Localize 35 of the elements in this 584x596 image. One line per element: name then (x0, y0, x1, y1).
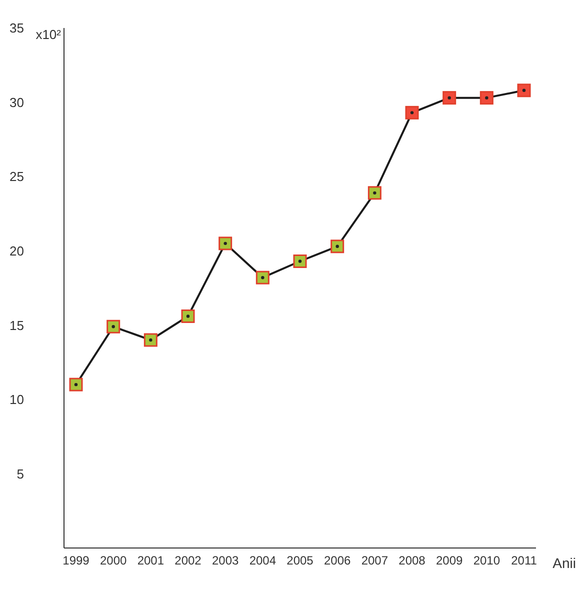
point (517, 84, 531, 98)
point (480, 91, 494, 105)
x-tick-label: 2000 (100, 554, 128, 568)
x-tick-label: 2010 (473, 554, 500, 568)
point (442, 91, 456, 105)
x-tick-label: 2005 (286, 554, 314, 568)
point (181, 309, 195, 323)
point (368, 186, 382, 200)
x-tick-label: 2004 (249, 554, 276, 568)
point (293, 254, 307, 268)
point (330, 240, 344, 254)
y-tick-label: 30 (10, 94, 24, 110)
point (106, 320, 120, 334)
point (405, 106, 419, 120)
y-tick-label: 25 (10, 169, 24, 184)
x-tick-label: 2002 (174, 554, 202, 568)
x-tick-label: 2011 (511, 554, 538, 568)
x-axis-title: Anii (552, 555, 576, 571)
x-tick-label: 2008 (398, 554, 426, 568)
y-axis-title: x10² (36, 27, 62, 42)
y-tick-label: 20 (10, 243, 24, 258)
point (144, 333, 158, 347)
point (69, 378, 83, 392)
x-tick-label: 2003 (212, 554, 240, 568)
point (218, 236, 232, 250)
y-tick-label: 15 (10, 318, 24, 333)
x-tick-label: 2009 (436, 554, 464, 568)
x-tick-label: 2007 (361, 554, 388, 568)
point (256, 270, 270, 284)
y-tick-label: 5 (16, 466, 24, 482)
x-tick-label: 2006 (324, 554, 352, 568)
y-tick-label: 10 (10, 392, 24, 408)
y-tick-label: 35 (10, 20, 24, 36)
x-tick-label: 2001 (137, 554, 164, 568)
x-tick-label: 1999 (62, 554, 90, 568)
